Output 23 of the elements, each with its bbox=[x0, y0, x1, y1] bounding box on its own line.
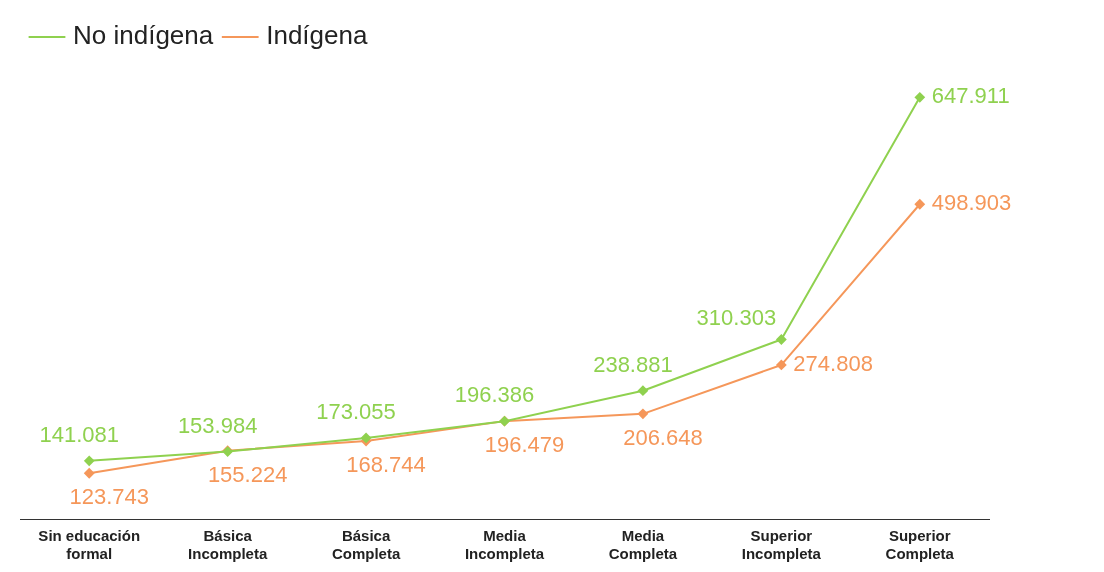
legend-label: Indígena bbox=[266, 20, 368, 51]
x-tick-label: Básica Completa bbox=[331, 527, 401, 563]
data-label: 168.744 bbox=[346, 452, 426, 478]
x-tick-label: Superior Incompleta bbox=[741, 527, 822, 563]
data-label: 123.743 bbox=[69, 484, 149, 510]
data-label: 206.648 bbox=[623, 424, 703, 450]
data-label: 196.386 bbox=[454, 382, 535, 408]
x-tick-label: Superior Completa bbox=[885, 527, 955, 563]
x-tick-label: Básica Incompleta bbox=[188, 527, 268, 563]
data-label: 173.055 bbox=[316, 398, 396, 424]
data-label: 155.224 bbox=[207, 461, 288, 487]
data-label: 647.911 bbox=[931, 83, 1010, 109]
data-label: 153.984 bbox=[177, 412, 258, 438]
data-label: 196.479 bbox=[484, 432, 565, 458]
x-tick-label: Media Incompleta bbox=[464, 527, 545, 563]
data-label: 498.903 bbox=[931, 190, 1012, 216]
data-label: 141.081 bbox=[39, 421, 119, 447]
data-label: 274.808 bbox=[793, 351, 873, 376]
x-tick-label: Media Completa bbox=[608, 527, 678, 563]
legend-label: No indígena bbox=[73, 20, 214, 51]
x-tick-label: Sin educación formal bbox=[38, 527, 141, 563]
data-label: 238.881 bbox=[593, 351, 673, 377]
data-label: 310.303 bbox=[696, 304, 777, 330]
